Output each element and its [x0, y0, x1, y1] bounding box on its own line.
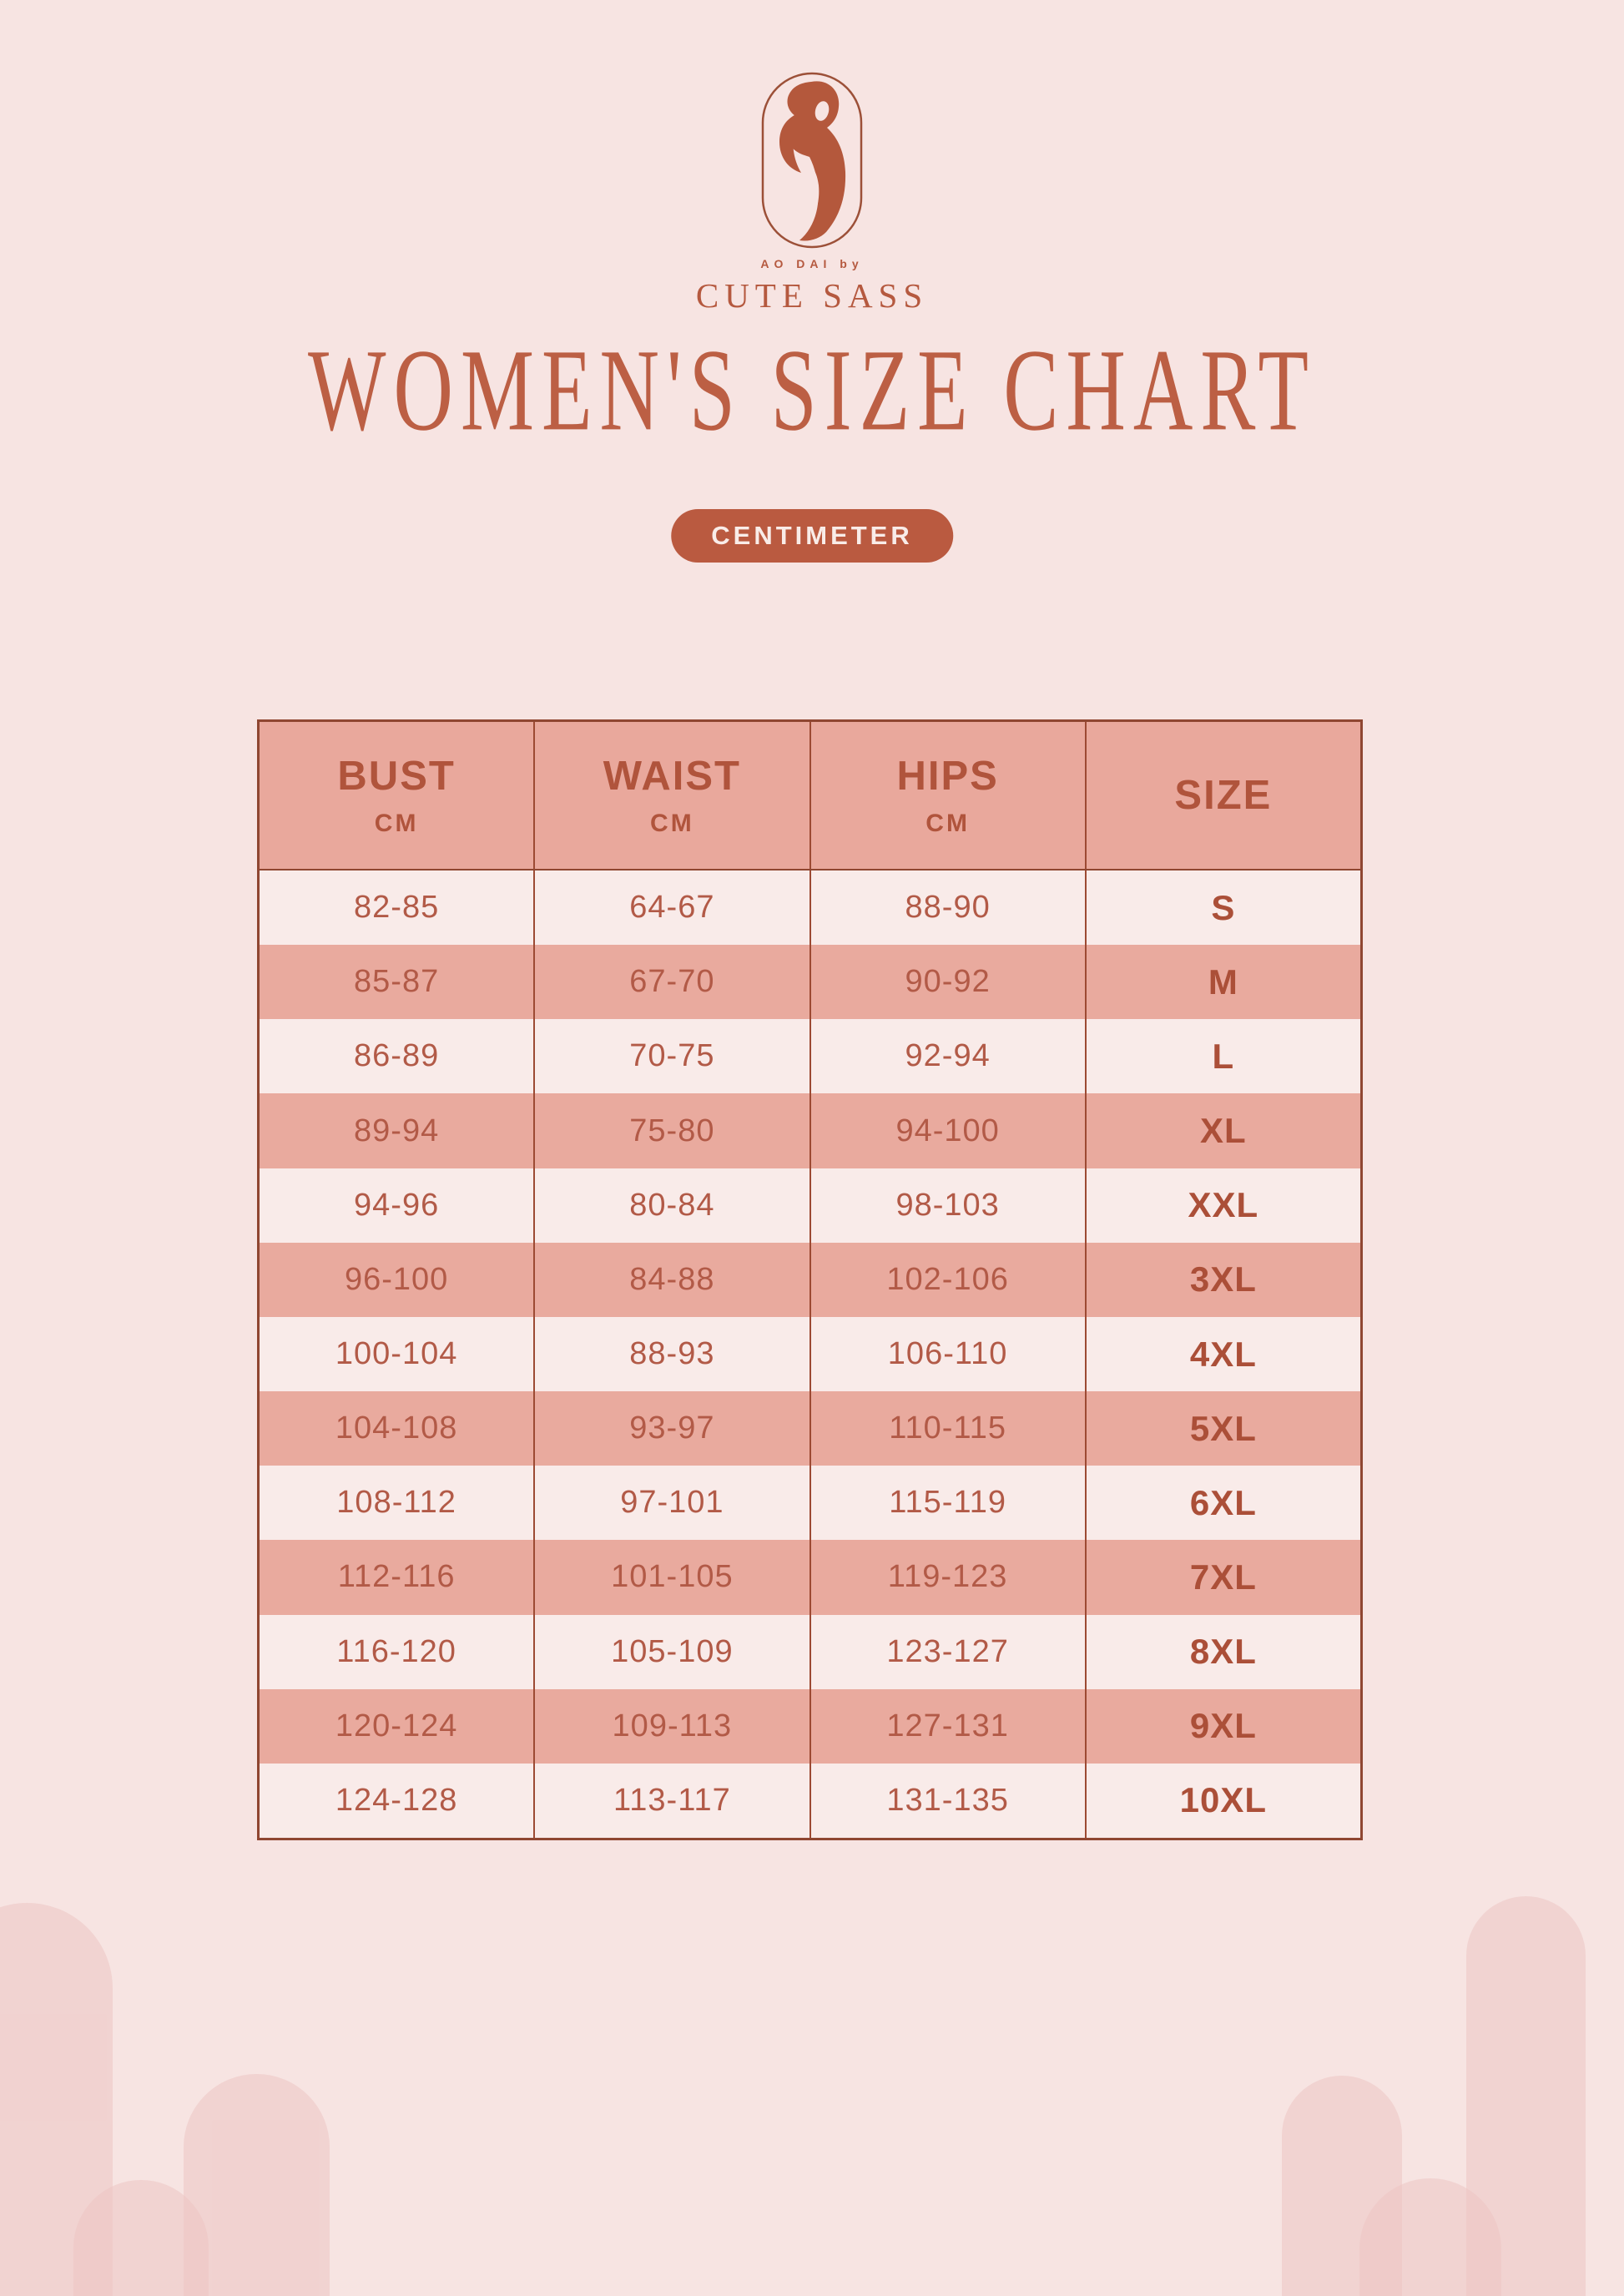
column-label: HIPS — [896, 754, 999, 799]
cell-waist: 88-93 — [535, 1316, 811, 1392]
cell-bust: 100-104 — [260, 1316, 536, 1392]
cell-bust: 85-87 — [260, 945, 536, 1020]
cell-bust: 104-108 — [260, 1391, 536, 1466]
column-unit: CM — [925, 810, 970, 837]
table-row: 124-128 113-117 131-135 10XL — [260, 1763, 1360, 1839]
cell-waist: 105-109 — [535, 1614, 811, 1689]
table-row: 82-85 64-67 88-90 S — [260, 870, 1360, 946]
table-row: 96-100 84-88 102-106 3XL — [260, 1242, 1360, 1317]
cell-waist: 67-70 — [535, 945, 811, 1020]
unit-badge[interactable]: CENTIMETER — [671, 509, 953, 563]
size-table: BUST CM WAIST CM HIPS CM SIZE 82-85 64-67 88-90 S… — [257, 719, 1363, 1840]
cell-bust: 89-94 — [260, 1093, 536, 1168]
table-row: 85-87 67-70 90-92 M — [260, 945, 1360, 1020]
cell-hips: 90-92 — [811, 945, 1087, 1020]
table-row: 108-112 97-101 115-119 6XL — [260, 1466, 1360, 1541]
cell-bust: 108-112 — [260, 1466, 536, 1541]
cell-hips: 115-119 — [811, 1466, 1087, 1541]
cell-size: 5XL — [1189, 1408, 1257, 1448]
cell-bust: 86-89 — [260, 1019, 536, 1094]
cell-bust: 94-96 — [260, 1168, 536, 1243]
cell-hips: 106-110 — [811, 1316, 1087, 1392]
column-label: SIZE — [1174, 773, 1273, 818]
cell-bust: 116-120 — [260, 1614, 536, 1689]
cell-size: XL — [1200, 1111, 1247, 1151]
cell-size: 3XL — [1189, 1259, 1257, 1299]
cell-size: XXL — [1188, 1185, 1259, 1225]
column-unit: CM — [374, 810, 419, 837]
cell-hips: 102-106 — [811, 1242, 1087, 1317]
column-header-hips: HIPS CM — [811, 722, 1087, 869]
cell-hips: 123-127 — [811, 1614, 1087, 1689]
decorative-arch — [1359, 2178, 1501, 2296]
table-row: 120-124 109-113 127-131 9XL — [260, 1688, 1360, 1764]
cell-hips: 119-123 — [811, 1540, 1087, 1615]
cell-hips: 92-94 — [811, 1019, 1087, 1094]
cell-waist: 80-84 — [535, 1168, 811, 1243]
cell-bust: 112-116 — [260, 1540, 536, 1615]
cell-waist: 93-97 — [535, 1391, 811, 1466]
cell-waist: 64-67 — [535, 870, 811, 946]
cell-size: 8XL — [1189, 1632, 1257, 1672]
cell-waist: 70-75 — [535, 1019, 811, 1094]
cell-bust: 120-124 — [260, 1688, 536, 1764]
page-title: WOMEN'S SIZE CHART — [308, 325, 1316, 456]
cell-waist: 109-113 — [535, 1688, 811, 1764]
decorative-arch — [73, 2180, 209, 2296]
cell-hips: 110-115 — [811, 1391, 1087, 1466]
cell-bust: 124-128 — [260, 1763, 536, 1839]
table-header-row: BUST CM WAIST CM HIPS CM SIZE — [260, 722, 1360, 870]
table-row: 86-89 70-75 92-94 L — [260, 1019, 1360, 1094]
cell-size: 4XL — [1189, 1334, 1257, 1374]
cell-size: 9XL — [1189, 1706, 1257, 1746]
cell-waist: 113-117 — [535, 1763, 811, 1839]
cell-bust: 82-85 — [260, 870, 536, 946]
cell-hips: 127-131 — [811, 1688, 1087, 1764]
table-row: 112-116 101-105 119-123 7XL — [260, 1540, 1360, 1615]
cell-size: 10XL — [1179, 1780, 1268, 1820]
table-row: 104-108 93-97 110-115 5XL — [260, 1391, 1360, 1466]
cell-hips: 131-135 — [811, 1763, 1087, 1839]
cell-waist: 84-88 — [535, 1242, 811, 1317]
cell-hips: 94-100 — [811, 1093, 1087, 1168]
table-row: 94-96 80-84 98-103 XXL — [260, 1168, 1360, 1243]
column-unit: CM — [650, 810, 694, 837]
cell-hips: 88-90 — [811, 870, 1087, 946]
size-table-body: 82-85 64-67 88-90 S 85-87 67-70 90-92 M 86-89 70-… — [260, 870, 1360, 1839]
table-row: 89-94 75-80 94-100 XL — [260, 1093, 1360, 1168]
cell-size: S — [1211, 887, 1236, 927]
cell-waist: 97-101 — [535, 1466, 811, 1541]
cell-waist: 75-80 — [535, 1093, 811, 1168]
cell-size: M — [1208, 961, 1238, 1002]
cell-hips: 98-103 — [811, 1168, 1087, 1243]
column-label: WAIST — [603, 754, 741, 799]
table-row: 116-120 105-109 123-127 8XL — [260, 1614, 1360, 1689]
cell-bust: 96-100 — [260, 1242, 536, 1317]
cell-size: 7XL — [1189, 1557, 1257, 1597]
column-label: BUST — [337, 754, 456, 799]
table-row: 100-104 88-93 106-110 4XL — [260, 1316, 1360, 1392]
cell-size: 6XL — [1189, 1482, 1257, 1522]
column-header-bust: BUST CM — [260, 722, 536, 869]
column-header-waist: WAIST CM — [535, 722, 811, 869]
cell-waist: 101-105 — [535, 1540, 811, 1615]
brand-name: CUTE SASS — [695, 276, 929, 315]
cell-size: L — [1212, 1036, 1235, 1076]
woman-in-ao-dai-logo-icon — [761, 72, 863, 249]
brand-tagline: AO DAI by — [760, 257, 864, 270]
column-header-size: SIZE — [1087, 722, 1360, 869]
brand-block: AO DAI by CUTE SASS — [0, 72, 1624, 315]
